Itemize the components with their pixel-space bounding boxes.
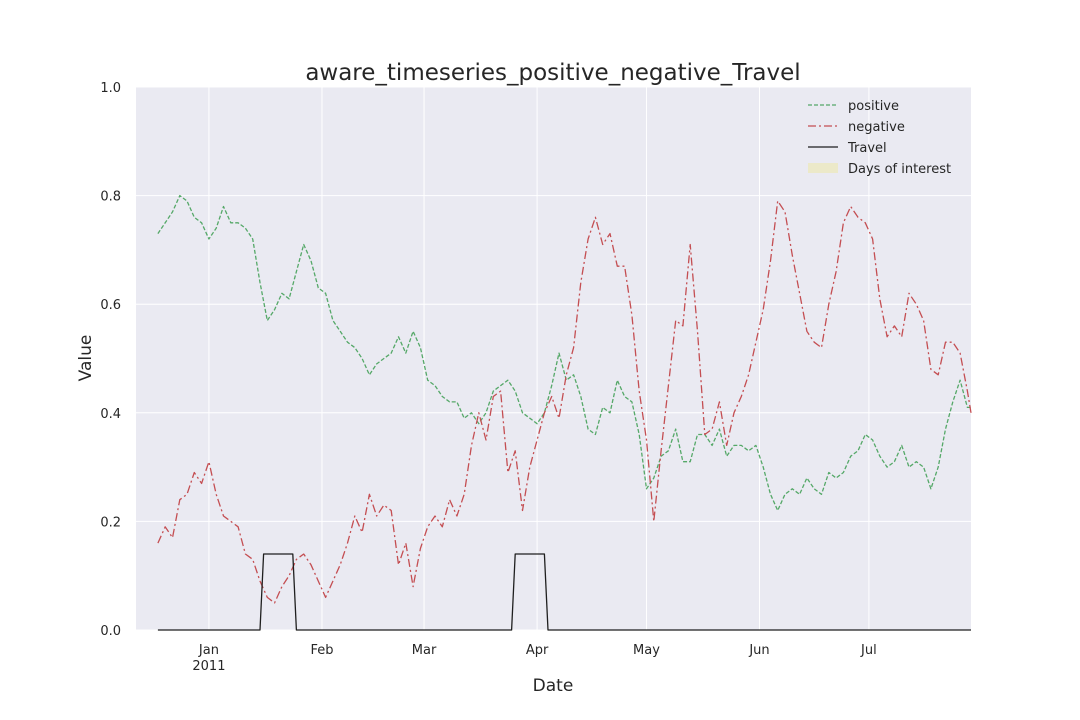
y-tick-label: 0.8 [100, 190, 121, 205]
x-axis-label: Date [533, 676, 574, 696]
y-tick-label: 0.6 [100, 298, 121, 313]
series-line-travel [157, 553, 971, 631]
legend: positive negative Travel Days of interest [808, 99, 951, 177]
x-tick-label: Mar [412, 643, 437, 658]
legend-swatch [808, 163, 838, 173]
legend-label: positive [848, 99, 899, 114]
y-axis-ticks: 0.0 0.2 0.4 0.6 0.8 1.0 [100, 81, 121, 639]
legend-label: negative [848, 120, 905, 135]
grid-lines [136, 86, 971, 631]
series-layer [157, 194, 972, 631]
y-tick-label: 1.0 [100, 81, 121, 96]
x-tick-sublabel: 2011 [192, 659, 225, 674]
series-line-negative [157, 200, 972, 604]
x-tick-label: Jul [860, 643, 877, 658]
x-tick-label: Jun [748, 643, 769, 658]
x-tick-label: May [633, 643, 660, 658]
chart-title: aware_timeseries_positive_negative_Trave… [305, 60, 800, 86]
plot-area [136, 87, 971, 630]
y-tick-label: 0.4 [100, 407, 121, 422]
legend-label: Travel [847, 141, 887, 156]
x-tick-label: Feb [310, 643, 333, 658]
x-tick-label: Jan [198, 643, 219, 658]
legend-label: Days of interest [848, 162, 951, 177]
y-axis-label: Value [76, 335, 96, 382]
y-tick-label: 0.2 [100, 515, 121, 530]
series-line-positive [157, 194, 971, 512]
y-tick-label: 0.0 [100, 624, 121, 639]
x-tick-label: Apr [526, 643, 549, 658]
